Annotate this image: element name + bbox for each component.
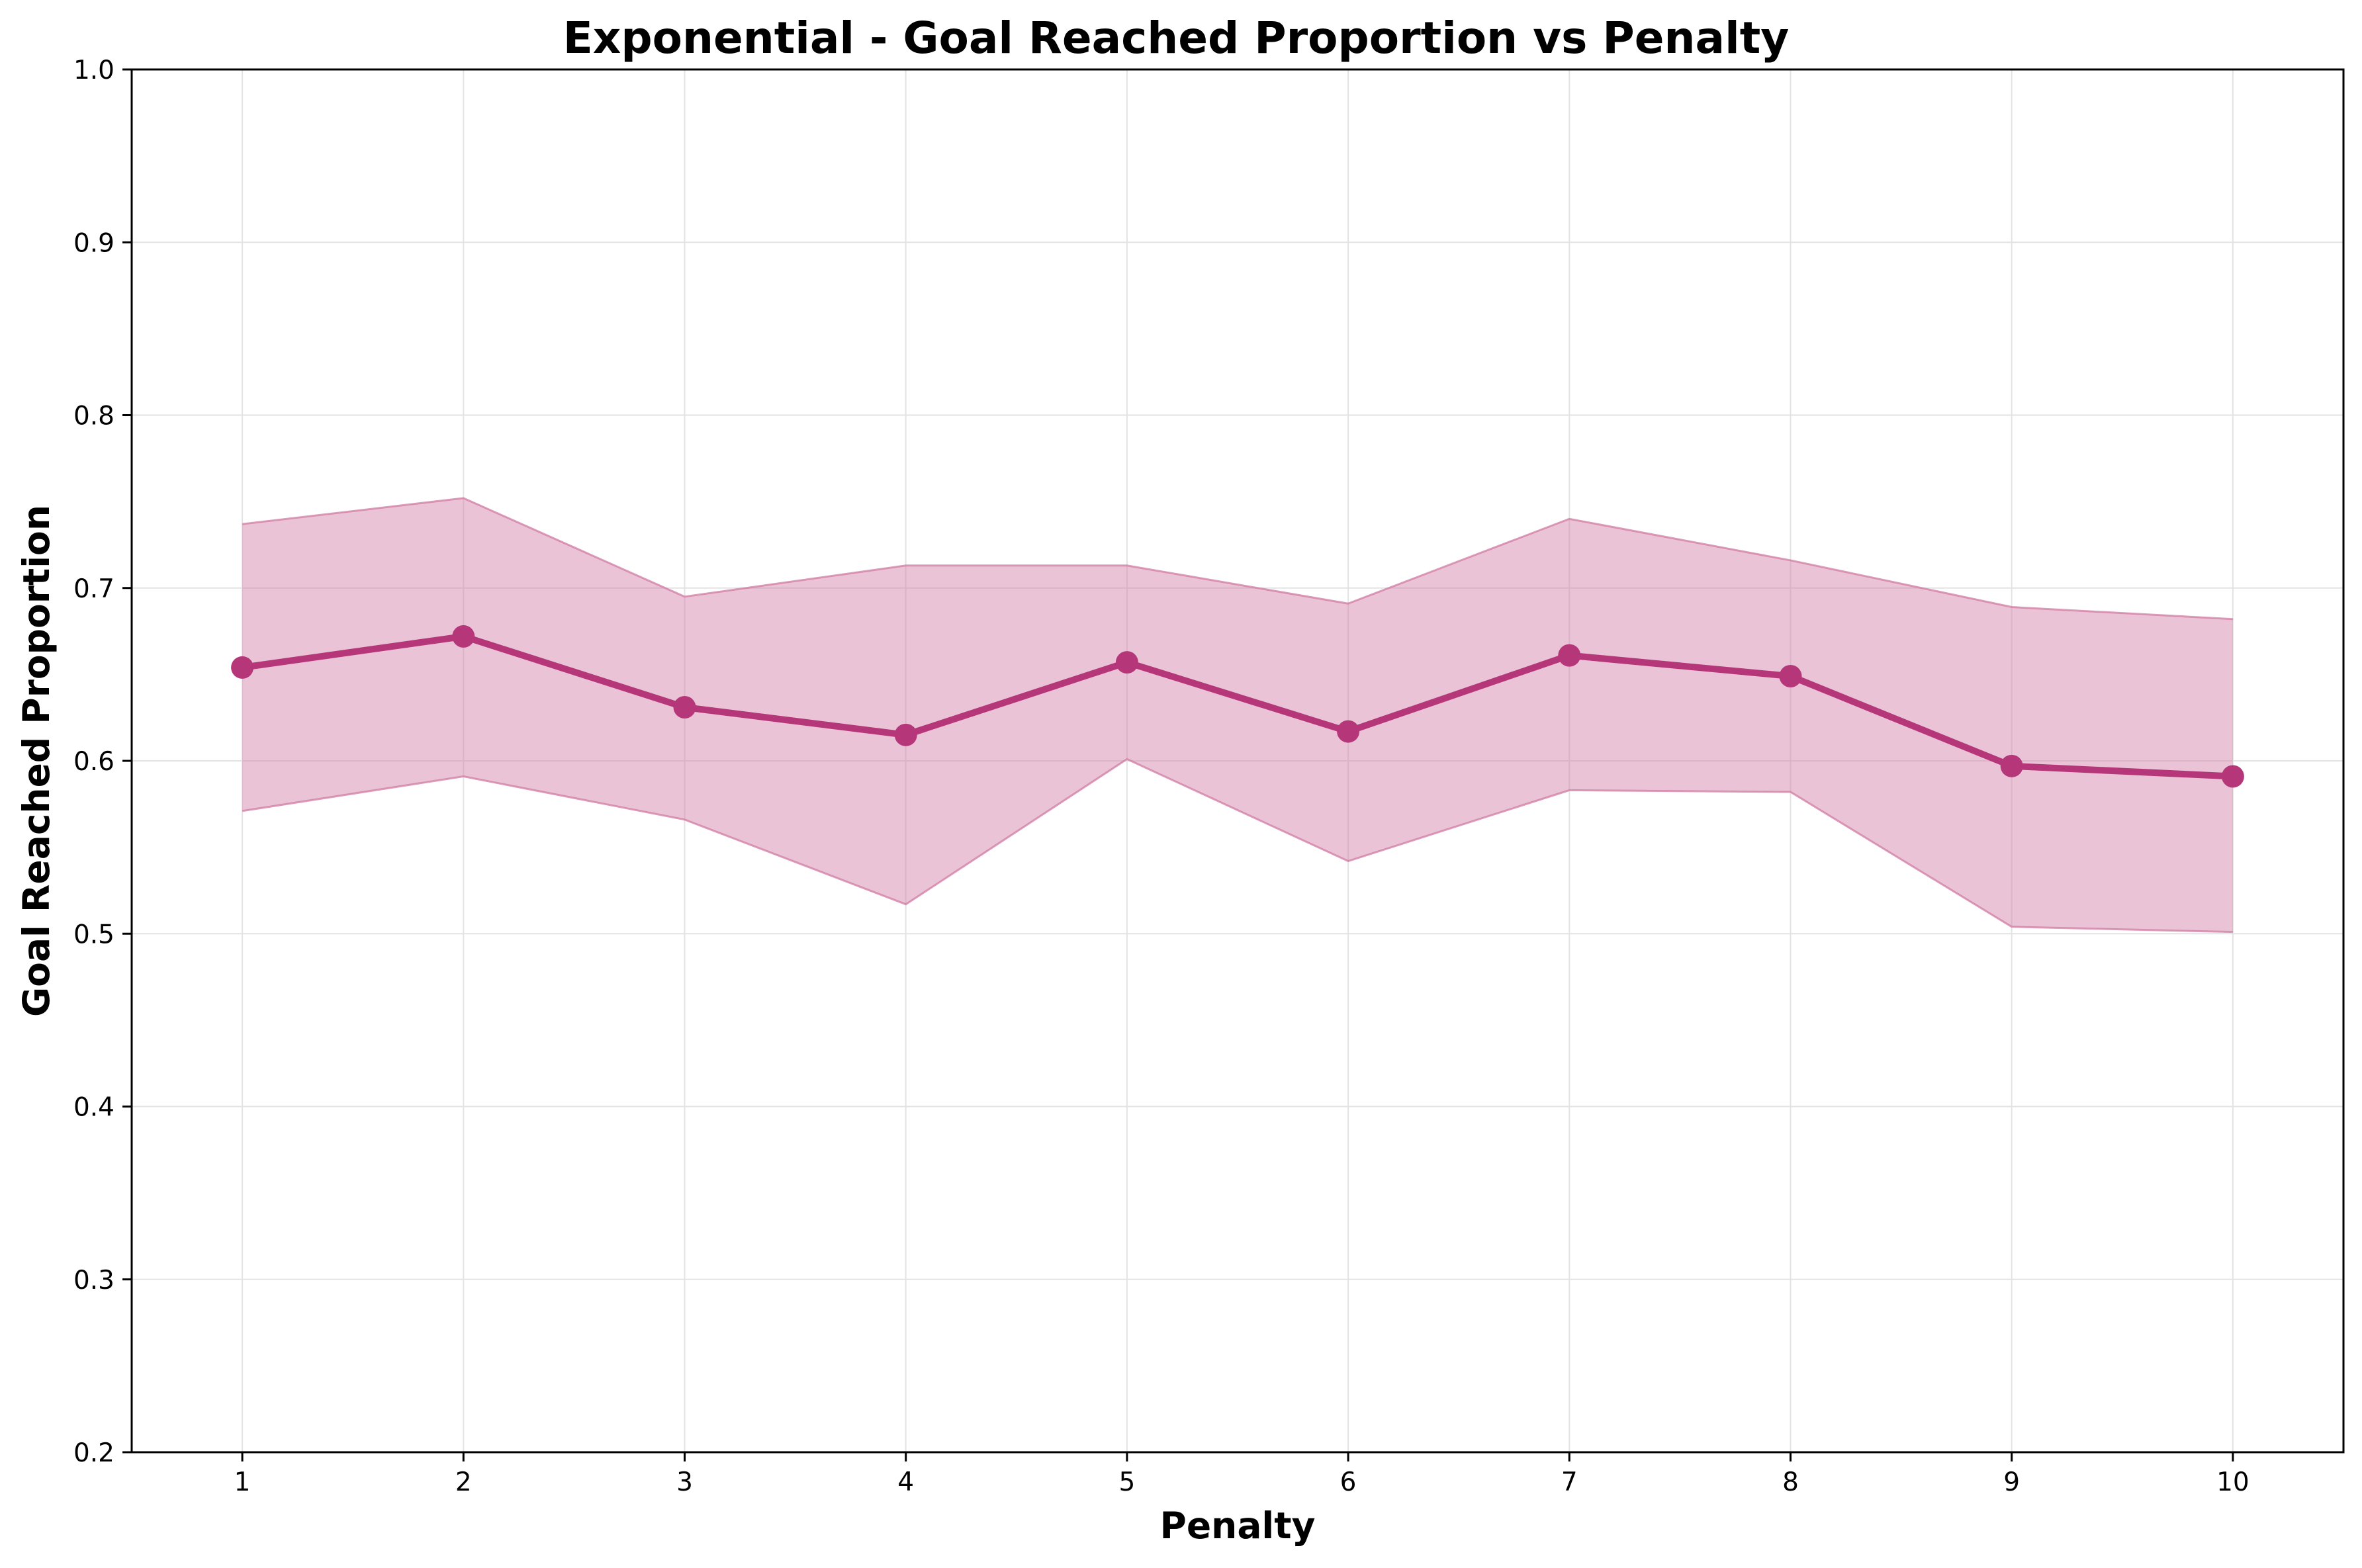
x-axis-label: Penalty <box>1160 1504 1316 1547</box>
lower-bound-line <box>242 758 2233 934</box>
data-point <box>2000 754 2023 777</box>
x-axis-ticks: 1 2 3 4 5 6 7 8 9 10 <box>234 1452 2249 1497</box>
data-point <box>673 696 696 719</box>
data-point <box>2221 765 2244 788</box>
data-point <box>231 656 254 679</box>
y-axis-ticks: 0.2 0.3 0.4 0.5 0.6 0.7 0.8 0.9 1.0 <box>73 56 132 1468</box>
y-tick-label: 0.8 <box>73 402 114 431</box>
data-point <box>1337 720 1360 743</box>
y-tick-label: 0.6 <box>73 747 114 777</box>
series-line-layer <box>239 632 2236 780</box>
x-tick-label: 8 <box>1782 1467 1799 1497</box>
x-tick-label: 7 <box>1561 1467 1578 1497</box>
y-axis-label: Goal Reached Proportion <box>15 505 58 1017</box>
x-tick-label: 3 <box>676 1467 693 1497</box>
x-tick-label: 4 <box>897 1467 914 1497</box>
y-tick-label: 0.4 <box>73 1093 114 1123</box>
data-point <box>894 723 917 746</box>
data-point <box>452 625 475 648</box>
data-point <box>1115 651 1138 674</box>
upper-bound-line <box>242 497 2233 621</box>
x-tick-label: 5 <box>1118 1467 1135 1497</box>
series-line <box>239 632 2236 780</box>
x-tick-label: 9 <box>2003 1467 2020 1497</box>
y-tick-label: 0.2 <box>73 1438 114 1468</box>
confidence-band-area <box>242 498 2233 932</box>
data-point <box>1779 664 1802 687</box>
x-tick-label: 1 <box>234 1467 251 1497</box>
data-point <box>1558 644 1581 667</box>
y-tick-label: 0.3 <box>73 1266 114 1295</box>
confidence-band <box>242 497 2233 934</box>
y-tick-label: 0.9 <box>73 228 114 258</box>
x-tick-label: 6 <box>1340 1467 1357 1497</box>
y-tick-label: 0.7 <box>73 574 114 604</box>
chart-title: Exponential - Goal Reached Proportion vs… <box>563 13 1790 64</box>
y-tick-label: 1.0 <box>73 56 114 85</box>
x-tick-label: 2 <box>455 1467 472 1497</box>
data-points <box>231 625 2244 788</box>
y-tick-label: 0.5 <box>73 920 114 949</box>
x-tick-label: 10 <box>2216 1467 2249 1497</box>
